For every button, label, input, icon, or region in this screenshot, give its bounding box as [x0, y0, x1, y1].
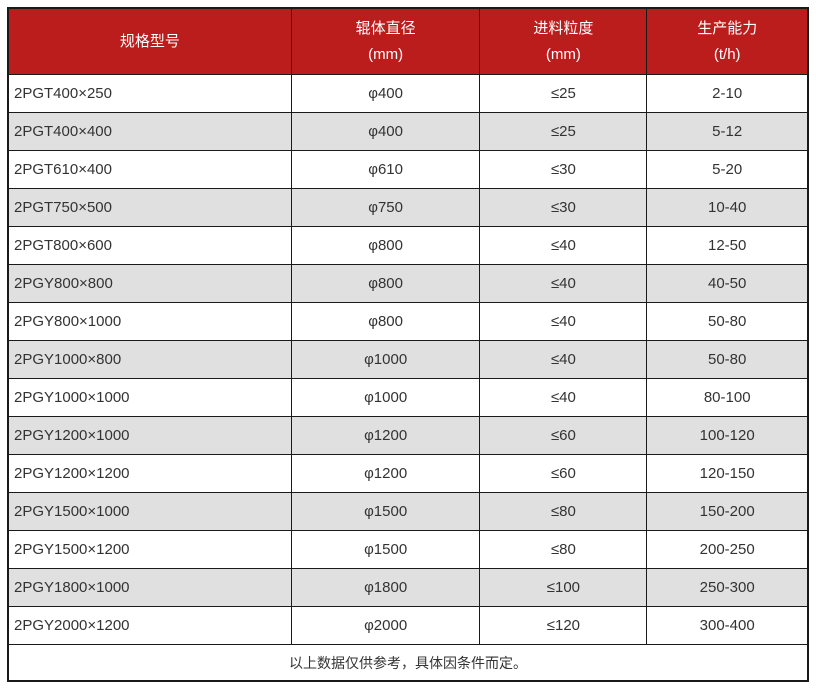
column-header-label: 进料粒度: [533, 19, 594, 37]
model-cell: 2PGT750×500: [8, 188, 292, 227]
table-row: 2PGY1000×800 φ1000 ≤40 50-80: [8, 340, 808, 379]
roller-diameter-cell: φ610: [290, 150, 481, 189]
spec-table-grid: 规格型号 辊体直径 (mm) 进料粒度 (mm) 生产能力 (t/h) 2PGT400…: [8, 8, 808, 681]
feed-size-cell: ≤25: [479, 112, 648, 151]
capacity-cell: 300-400: [646, 606, 808, 645]
roller-diameter-cell: φ400: [290, 112, 481, 151]
model-cell: 2PGY1200×1000: [8, 416, 292, 455]
model-cell: 2PGY800×800: [8, 264, 292, 303]
spec-table-body: 2PGT400×250 φ400 ≤25 2-10 2PGT400×400 φ400 ≤25…: [8, 74, 808, 645]
feed-size-cell: ≤60: [479, 416, 648, 455]
capacity-cell: 200-250: [646, 530, 808, 569]
model-cell: 2PGY2000×1200: [8, 606, 292, 645]
column-header-roller-diameter: 辊体直径 (mm): [290, 8, 481, 75]
feed-size-cell: ≤30: [479, 188, 648, 227]
feed-size-cell: ≤40: [479, 378, 648, 417]
capacity-cell: 50-80: [646, 340, 808, 379]
roller-diameter-cell: φ1500: [290, 492, 481, 531]
roller-diameter-cell: φ400: [290, 74, 481, 113]
column-header-capacity: 生产能力 (t/h): [646, 8, 808, 75]
table-row: 2PGY1200×1200 φ1200 ≤60 120-150: [8, 454, 808, 493]
roller-diameter-cell: φ2000: [290, 606, 481, 645]
model-cell: 2PGY1800×1000: [8, 568, 292, 607]
capacity-cell: 12-50: [646, 226, 808, 265]
header-row: 规格型号 辊体直径 (mm) 进料粒度 (mm) 生产能力 (t/h): [8, 8, 808, 75]
feed-size-cell: ≤40: [479, 264, 648, 303]
model-cell: 2PGT800×600: [8, 226, 292, 265]
column-header-unit: (t/h): [713, 45, 741, 63]
table-row: 2PGT610×400 φ610 ≤30 5-20: [8, 150, 808, 189]
table-row: 2PGT750×500 φ750 ≤30 10-40: [8, 188, 808, 227]
table-row: 2PGY1200×1000 φ1200 ≤60 100-120: [8, 416, 808, 455]
capacity-cell: 80-100: [646, 378, 808, 417]
column-header-unit: (mm): [545, 45, 581, 63]
table-row: 2PGT400×250 φ400 ≤25 2-10: [8, 74, 808, 113]
model-cell: 2PGY1200×1200: [8, 454, 292, 493]
model-cell: 2PGY1500×1200: [8, 530, 292, 569]
table-row: 2PGY1000×1000 φ1000 ≤40 80-100: [8, 378, 808, 417]
model-cell: 2PGY1500×1000: [8, 492, 292, 531]
capacity-cell: 40-50: [646, 264, 808, 303]
feed-size-cell: ≤30: [479, 150, 648, 189]
roller-diameter-cell: φ1200: [290, 454, 481, 493]
capacity-cell: 150-200: [646, 492, 808, 531]
table-row: 2PGT400×400 φ400 ≤25 5-12: [8, 112, 808, 151]
column-header-feed-size: 进料粒度 (mm): [479, 8, 648, 75]
column-header-label: 生产能力: [697, 19, 758, 37]
roller-diameter-cell: φ1000: [290, 378, 481, 417]
footnote-row: 以上数据仅供参考，具体因条件而定。: [8, 644, 808, 681]
feed-size-cell: ≤100: [479, 568, 648, 607]
feed-size-cell: ≤60: [479, 454, 648, 493]
feed-size-cell: ≤80: [479, 530, 648, 569]
capacity-cell: 250-300: [646, 568, 808, 607]
roller-diameter-cell: φ1200: [290, 416, 481, 455]
model-cell: 2PGT400×400: [8, 112, 292, 151]
spec-table-header: 规格型号 辊体直径 (mm) 进料粒度 (mm) 生产能力 (t/h): [8, 8, 808, 75]
table-row: 2PGY800×1000 φ800 ≤40 50-80: [8, 302, 808, 341]
roller-diameter-cell: φ1500: [290, 530, 481, 569]
capacity-cell: 5-12: [646, 112, 808, 151]
feed-size-cell: ≤40: [479, 302, 648, 341]
feed-size-cell: ≤40: [479, 226, 648, 265]
column-header-unit: (mm): [368, 45, 404, 63]
feed-size-cell: ≤80: [479, 492, 648, 531]
table-row: 2PGY1800×1000 φ1800 ≤100 250-300: [8, 568, 808, 607]
spec-table-footer: 以上数据仅供参考，具体因条件而定。: [8, 644, 808, 681]
capacity-cell: 2-10: [646, 74, 808, 113]
feed-size-cell: ≤25: [479, 74, 648, 113]
roller-diameter-cell: φ800: [290, 226, 481, 265]
capacity-cell: 50-80: [646, 302, 808, 341]
model-cell: 2PGT610×400: [8, 150, 292, 189]
roller-diameter-cell: φ800: [290, 264, 481, 303]
capacity-cell: 100-120: [646, 416, 808, 455]
table-row: 2PGY800×800 φ800 ≤40 40-50: [8, 264, 808, 303]
column-header-label: 辊体直径: [355, 19, 416, 37]
capacity-cell: 120-150: [646, 454, 808, 493]
model-cell: 2PGY1000×800: [8, 340, 292, 379]
column-header-label: 规格型号: [119, 32, 180, 50]
model-cell: 2PGY800×1000: [8, 302, 292, 341]
table-row: 2PGY1500×1200 φ1500 ≤80 200-250: [8, 530, 808, 569]
roller-diameter-cell: φ750: [290, 188, 481, 227]
table-row: 2PGT800×600 φ800 ≤40 12-50: [8, 226, 808, 265]
capacity-cell: 5-20: [646, 150, 808, 189]
feed-size-cell: ≤40: [479, 340, 648, 379]
roller-diameter-cell: φ1000: [290, 340, 481, 379]
column-header-model: 规格型号: [8, 8, 292, 75]
capacity-cell: 10-40: [646, 188, 808, 227]
roller-diameter-cell: φ1800: [290, 568, 481, 607]
feed-size-cell: ≤120: [479, 606, 648, 645]
model-cell: 2PGT400×250: [8, 74, 292, 113]
spec-table: 规格型号 辊体直径 (mm) 进料粒度 (mm) 生产能力 (t/h) 2PGT400…: [7, 7, 809, 682]
roller-diameter-cell: φ800: [290, 302, 481, 341]
table-footnote: 以上数据仅供参考，具体因条件而定。: [8, 644, 808, 681]
table-row: 2PGY1500×1000 φ1500 ≤80 150-200: [8, 492, 808, 531]
table-row: 2PGY2000×1200 φ2000 ≤120 300-400: [8, 606, 808, 645]
model-cell: 2PGY1000×1000: [8, 378, 292, 417]
